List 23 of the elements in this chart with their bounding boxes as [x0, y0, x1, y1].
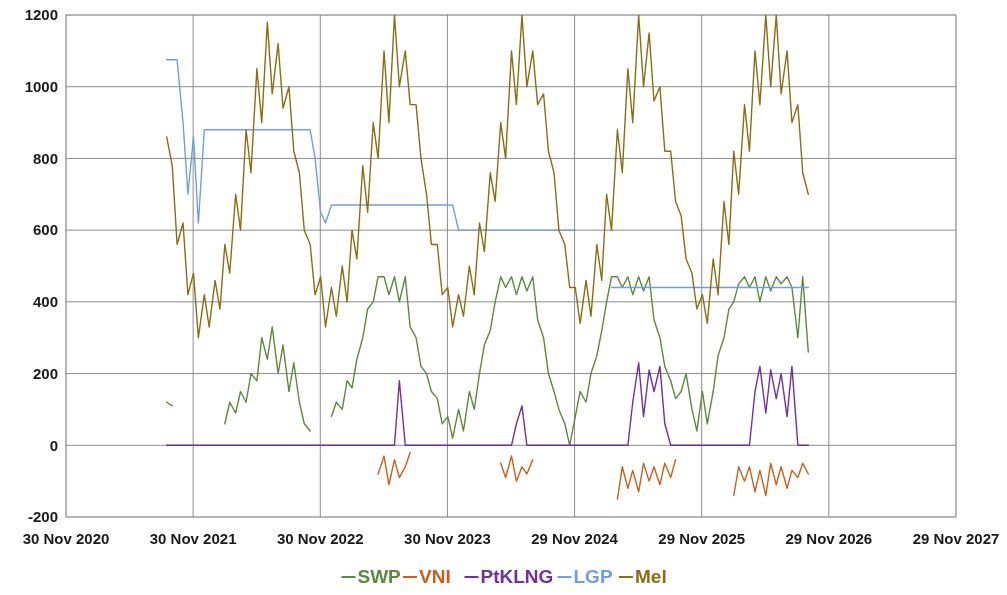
y-tick-label: 600: [32, 221, 58, 239]
legend-label: SWP: [357, 566, 402, 587]
x-tick-label: 29 Nov 2025: [658, 530, 746, 547]
y-tick-label: 800: [32, 149, 58, 167]
legend-label: LGP: [573, 566, 613, 587]
y-tick-label: 1000: [24, 77, 58, 95]
x-tick-label: 29 Nov 2027: [912, 530, 1000, 547]
line-series: [165, 362, 810, 446]
legend-label: VNI: [419, 566, 451, 587]
x-tick-label: 29 Nov 2024: [531, 530, 619, 547]
y-tick-label: 1200: [24, 6, 58, 24]
x-tick-label: 29 Nov 2026: [785, 530, 873, 547]
x-tick-label: 30 Nov 2020: [22, 530, 110, 547]
x-tick-label: 30 Nov 2022: [276, 530, 364, 547]
y-tick-label: -200: [27, 508, 58, 526]
x-tick-label: 30 Nov 2023: [404, 530, 491, 547]
legend-label: Mel: [635, 566, 667, 587]
line-series: [165, 15, 810, 339]
x-tick-label: 30 Nov 2021: [149, 530, 237, 547]
y-tick-label: 400: [32, 293, 58, 311]
legend-label: PtKLNG: [480, 566, 554, 587]
y-tick-label: 200: [32, 364, 58, 382]
y-tick-label: 0: [49, 436, 58, 454]
